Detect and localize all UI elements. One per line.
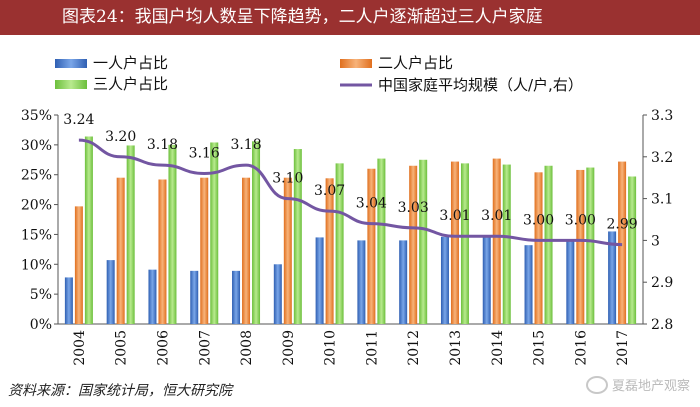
bar-one-person	[232, 270, 241, 324]
bar-one-person	[64, 277, 73, 324]
line-data-label: 3.01	[439, 208, 470, 224]
right-tick-label: 3.1	[651, 192, 673, 208]
bar-three-person	[210, 142, 219, 324]
bar-two-person	[74, 206, 83, 324]
bar-one-person	[399, 240, 408, 324]
household-size-line	[78, 138, 623, 247]
wechat-icon	[585, 375, 608, 394]
bar-one-person	[482, 235, 491, 324]
bar-three-person	[168, 144, 177, 324]
right-tick-label: 3.3	[651, 108, 673, 124]
bar-three-person	[586, 167, 595, 324]
right-tick-label: 3	[651, 233, 660, 249]
x-tick-label: 2007	[197, 330, 213, 366]
x-tick-label: 2008	[239, 330, 255, 366]
line-data-label: 3.24	[63, 112, 94, 128]
legend-label-three: 三人户占比	[93, 75, 168, 93]
source-note: 资料来源：国家统计局，恒大研究院	[8, 383, 232, 399]
bar-two-person	[242, 177, 251, 324]
bar-one-person	[190, 270, 199, 324]
line-data-label: 3.07	[314, 183, 345, 199]
line-data-label: 3.03	[398, 200, 429, 216]
left-tick-label: 25%	[21, 168, 52, 184]
legend-swatch-two	[340, 59, 372, 68]
left-tick-label: 0%	[30, 317, 52, 333]
x-tick-label: 2012	[406, 330, 422, 366]
bar-one-person	[524, 245, 533, 324]
line-data-label: 3.10	[272, 171, 303, 187]
left-tick-label: 30%	[21, 138, 52, 154]
bar-two-person	[450, 161, 459, 324]
line-data-label: 3.18	[147, 137, 178, 153]
x-tick-label: 2010	[323, 330, 339, 366]
bar-two-person	[158, 179, 167, 324]
bar-two-person	[283, 177, 292, 324]
line-data-label: 3.16	[189, 146, 220, 162]
bar-one-person	[106, 260, 115, 324]
left-tick-label: 15%	[21, 227, 52, 243]
bar-one-person	[315, 237, 324, 324]
bar-one-person	[148, 269, 157, 324]
bar-two-person	[367, 168, 376, 324]
line-data-label: 3.00	[523, 212, 554, 228]
right-tick-label: 3.2	[651, 150, 673, 166]
left-tick-label: 10%	[21, 257, 52, 273]
bar-one-person	[273, 264, 282, 324]
bar-one-person	[440, 236, 449, 324]
legend-label-two: 二人户占比	[378, 54, 453, 72]
line-data-label: 3.18	[230, 137, 261, 153]
bar-three-person	[544, 165, 553, 324]
bar-three-person	[460, 163, 469, 324]
bar-three-person	[126, 145, 135, 324]
bar-two-person	[534, 172, 543, 324]
x-tick-label: 2009	[281, 330, 297, 366]
x-tick-label: 2014	[490, 330, 506, 366]
bar-one-person	[357, 240, 366, 324]
bar-two-person	[492, 158, 501, 324]
right-tick-label: 2.9	[651, 275, 673, 291]
x-tick-label: 2017	[615, 330, 631, 366]
legend-label-line: 中国家庭平均规模（人/户,右）	[378, 76, 583, 94]
x-tick-label: 2013	[448, 330, 464, 366]
bar-three-person	[419, 159, 428, 324]
bar-two-person	[618, 161, 627, 324]
x-tick-label: 2004	[72, 330, 88, 366]
bar-two-person	[409, 165, 418, 324]
x-tick-label: 2006	[155, 330, 171, 366]
left-tick-label: 20%	[21, 198, 52, 214]
right-tick-label: 2.8	[651, 317, 673, 333]
x-tick-label: 2005	[114, 330, 130, 366]
bar-three-person	[502, 164, 511, 324]
bar-three-person	[335, 163, 344, 324]
x-tick-label: 2016	[573, 330, 589, 366]
bar-three-person	[252, 141, 261, 324]
bar-one-person	[566, 239, 575, 324]
bar-three-person	[293, 149, 302, 324]
bar-two-person	[325, 178, 334, 324]
bar-two-person	[116, 177, 125, 324]
bar-three-person	[628, 176, 637, 324]
bar-three-person	[84, 136, 93, 324]
left-tick-label: 35%	[21, 108, 52, 124]
legend-swatch-one	[55, 59, 87, 68]
figure-title: 图表24：我国户均人数呈下降趋势，二人户逐渐超过三人户家庭	[0, 0, 700, 35]
line-data-label: 3.20	[105, 129, 136, 145]
bar-two-person	[576, 169, 585, 324]
legend-swatch-three	[55, 80, 87, 89]
bar-three-person	[377, 158, 386, 324]
bar-two-person	[200, 177, 209, 324]
x-tick-label: 2015	[532, 330, 548, 366]
bar-one-person	[608, 231, 617, 324]
watermark: 夏磊地产观察	[585, 375, 690, 394]
line-data-label: 3.00	[565, 212, 596, 228]
left-tick-label: 5%	[30, 287, 52, 303]
watermark-text: 夏磊地产观察	[611, 379, 690, 394]
x-tick-label: 2011	[364, 330, 380, 366]
line-data-label: 2.99	[607, 217, 638, 233]
line-data-label: 3.01	[481, 208, 512, 224]
legend-label-one: 一人户占比	[93, 54, 168, 72]
line-data-label: 3.04	[356, 196, 387, 212]
